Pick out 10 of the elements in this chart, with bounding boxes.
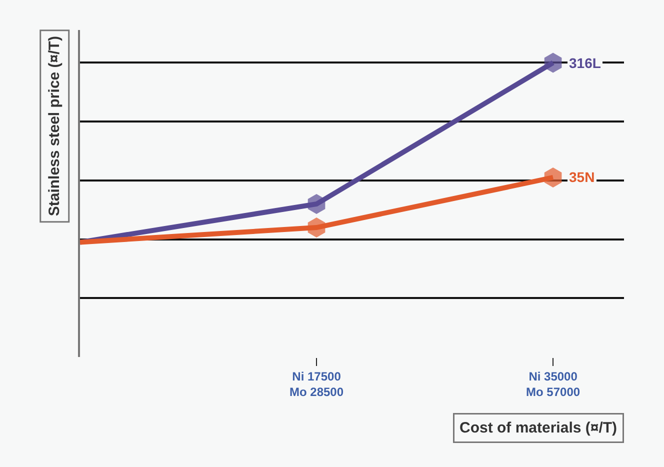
y-axis-title: Stainless steel price (¤/T) (46, 36, 64, 216)
x-tick-label: Ni 17500 Mo 28500 (290, 369, 344, 399)
point (544, 167, 562, 188)
series-label: 35N (569, 169, 595, 185)
x-axis-title: Cost of materials (¤/T) (460, 420, 618, 436)
point (308, 194, 326, 214)
point (308, 218, 326, 238)
point (544, 52, 562, 73)
series-label: 316L (569, 55, 602, 71)
x-tick-label: Ni 35000 Mo 57000 (526, 369, 580, 399)
